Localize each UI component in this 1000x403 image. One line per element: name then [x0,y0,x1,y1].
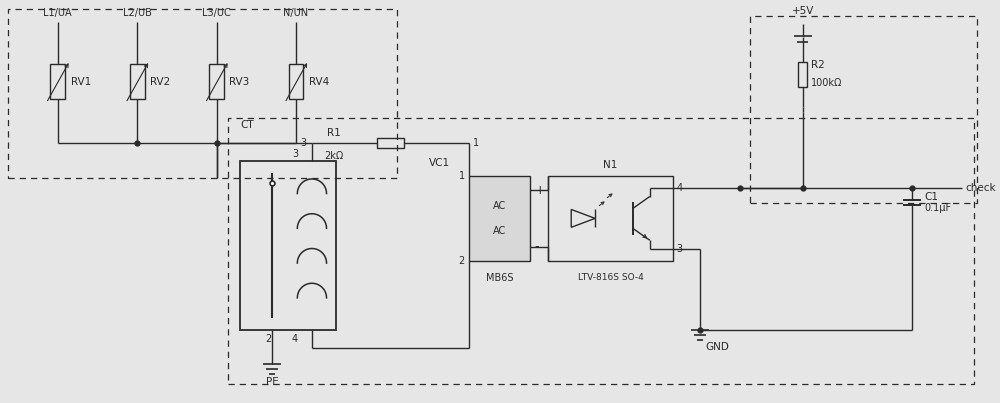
Text: N1: N1 [603,160,618,170]
Text: C1: C1 [924,192,938,202]
Text: 1: 1 [459,171,465,181]
Text: +: + [534,184,545,197]
Text: R1: R1 [327,129,341,138]
Text: 2kΩ: 2kΩ [324,151,343,161]
Text: L2/UB: L2/UB [123,8,152,18]
Text: -: - [534,240,539,253]
Text: 2: 2 [459,256,465,266]
Text: MB6S: MB6S [486,272,513,283]
Text: 3: 3 [292,149,298,159]
Text: L1/UA: L1/UA [43,8,72,18]
Text: RV1: RV1 [71,77,91,87]
Text: N/UN: N/UN [283,8,309,18]
Bar [377,138,404,148]
Text: 4: 4 [677,183,683,193]
Text: RV4: RV4 [309,77,329,87]
Text: 3: 3 [677,244,683,253]
Bar [548,176,673,261]
Bar [289,64,303,99]
Text: VC1: VC1 [429,158,450,168]
Text: 0.1μF: 0.1μF [924,203,951,213]
Bar [240,161,336,330]
Text: R2: R2 [811,60,824,71]
Text: PE: PE [266,377,279,387]
Text: RV3: RV3 [229,77,250,87]
Text: CT: CT [240,120,254,129]
Bar [130,64,145,99]
Text: +5V: +5V [792,6,814,16]
Text: 4: 4 [292,334,298,344]
Text: 2: 2 [265,334,271,344]
Text: 3: 3 [300,138,306,148]
Bar [209,64,224,99]
Text: 100kΩ: 100kΩ [811,78,842,88]
Bar [50,64,65,99]
Text: AC: AC [493,201,506,211]
Text: L3/UC: L3/UC [202,8,231,18]
Bar [469,176,530,261]
Bar [798,62,807,87]
Text: AC: AC [493,226,506,236]
Text: 1: 1 [473,138,479,148]
Text: GND: GND [705,342,729,352]
Text: LTV-816S SO-4: LTV-816S SO-4 [578,272,643,282]
Text: RV2: RV2 [150,77,170,87]
Text: check: check [966,183,996,193]
